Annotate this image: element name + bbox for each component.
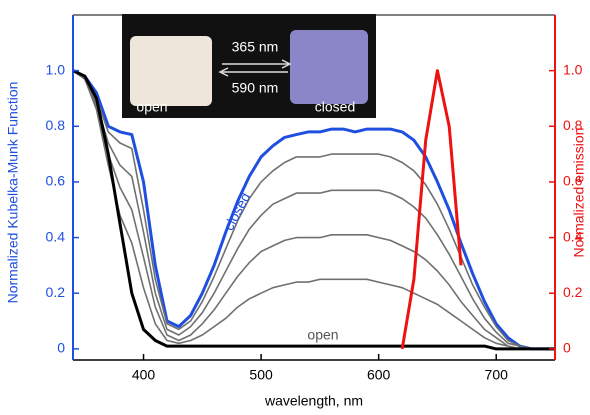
- x-tick-label: 400: [132, 367, 156, 383]
- x-axis-label: wavelength, nm: [264, 393, 363, 409]
- arrow-head: [218, 67, 229, 77]
- plot: 400 500 600 700 0 0.2 0.4 0.6 0.8 1.0 0 0.2 0.4 0.6 0.…: [5, 14, 587, 409]
- y-tick-label: 0.8: [46, 117, 66, 133]
- open-sample: [130, 36, 212, 106]
- curve-label: closed: [220, 190, 253, 233]
- y-axis-label: Normalized Kubelka-Munk Function: [5, 82, 21, 304]
- series-line: [72, 69, 555, 351]
- inset-label: closed: [315, 99, 355, 115]
- y2-tick-label: 1.0: [563, 61, 583, 77]
- series-line: [72, 69, 555, 350]
- y-tick-label: 0: [57, 340, 65, 356]
- y2-tick-label: 0.4: [563, 228, 583, 244]
- y2-tick-label: 0: [563, 340, 571, 356]
- curve-label: open: [307, 327, 338, 343]
- y-tick-label: 1.0: [46, 61, 66, 77]
- y-tick-label: 0.2: [46, 284, 66, 300]
- closed-sample: [290, 30, 368, 104]
- y2-tick-label: 0.2: [563, 284, 583, 300]
- y-tick-label: 0.6: [46, 173, 66, 189]
- series-line: [72, 69, 555, 350]
- inset-photo: 365 nm 590 nm open closed: [122, 14, 376, 118]
- series-line: [72, 69, 555, 350]
- x-tick-label: 500: [249, 367, 273, 383]
- series-line: [72, 69, 555, 351]
- inset-label: open: [136, 99, 167, 115]
- x-tick-label: 700: [485, 367, 509, 383]
- y-tick-label: 0.4: [46, 228, 66, 244]
- inset-label: 365 nm: [232, 39, 279, 55]
- y2-axis-label: Normalized emission: [571, 128, 587, 258]
- arrow-head: [281, 59, 292, 69]
- series-line: [400, 69, 463, 350]
- x-tick-label: 600: [367, 367, 391, 383]
- inset-label: 590 nm: [232, 80, 279, 96]
- y2-tick-label: 0.8: [563, 117, 583, 133]
- y2-tick-label: 0.6: [563, 173, 583, 189]
- series-line: [72, 69, 555, 350]
